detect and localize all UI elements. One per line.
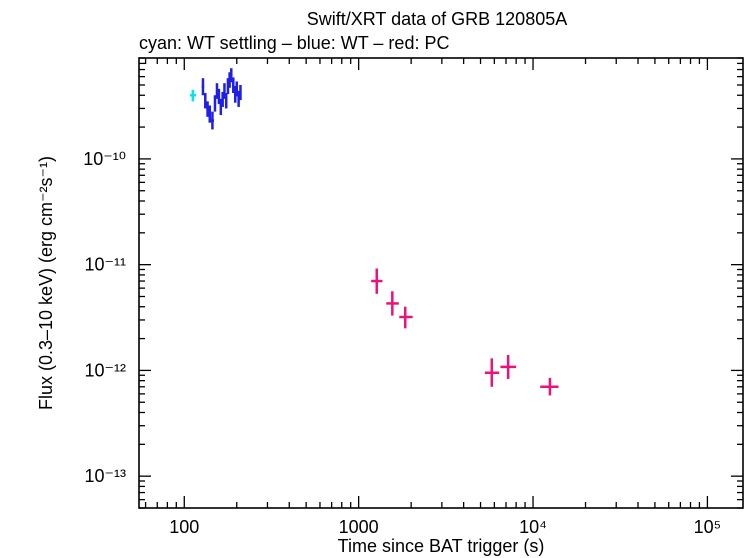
data-point xyxy=(230,68,233,83)
data-point xyxy=(208,105,212,123)
data-point xyxy=(206,101,209,117)
y-axis-ticks xyxy=(139,57,743,509)
series-wt-settling xyxy=(190,89,197,102)
x-axis-tick-labels: 100 1000 10⁴ 10⁵ xyxy=(169,517,721,537)
data-point xyxy=(484,358,500,387)
data-point xyxy=(540,377,559,396)
x-tick-label: 10⁵ xyxy=(694,517,721,537)
data-point xyxy=(215,83,219,99)
x-tick-label: 10⁴ xyxy=(519,517,547,537)
x-axis-label: Time since BAT trigger (s) xyxy=(338,536,545,556)
chart-subtitle: cyan: WT settling – blue: WT – red: PC xyxy=(139,33,449,53)
y-axis-label: Flux (0.3–10 keV) (erg cm⁻²s⁻¹) xyxy=(36,156,56,410)
series-pc xyxy=(371,268,559,396)
y-axis-tick-labels: 10⁻¹⁰ 10⁻¹¹ 10⁻¹² 10⁻¹³ xyxy=(83,149,126,486)
data-point xyxy=(386,291,399,316)
data-point xyxy=(190,89,197,102)
data-point xyxy=(232,77,235,94)
y-tick-label: 10⁻¹¹ xyxy=(84,255,126,275)
plot-frame xyxy=(138,57,744,509)
x-tick-label: 100 xyxy=(169,517,199,537)
data-point xyxy=(399,306,413,329)
data-point xyxy=(235,81,239,97)
data-point xyxy=(210,111,214,130)
x-axis-ticks xyxy=(144,58,709,508)
chart-title: Swift/XRT data of GRB 120805A xyxy=(307,9,567,29)
x-tick-label: 1000 xyxy=(339,517,379,537)
data-point xyxy=(201,78,205,96)
data-point xyxy=(224,93,228,109)
data-point xyxy=(213,95,217,112)
y-tick-label: 10⁻¹² xyxy=(84,360,126,380)
data-point xyxy=(239,84,242,101)
y-tick-label: 10⁻¹³ xyxy=(84,466,126,486)
data-point xyxy=(223,83,226,99)
data-point xyxy=(217,88,221,105)
y-tick-label: 10⁻¹⁰ xyxy=(83,149,126,169)
data-point xyxy=(204,93,207,109)
data-point xyxy=(500,354,517,379)
data-points xyxy=(190,68,559,396)
series-wt xyxy=(201,68,242,130)
data-point xyxy=(371,268,383,294)
